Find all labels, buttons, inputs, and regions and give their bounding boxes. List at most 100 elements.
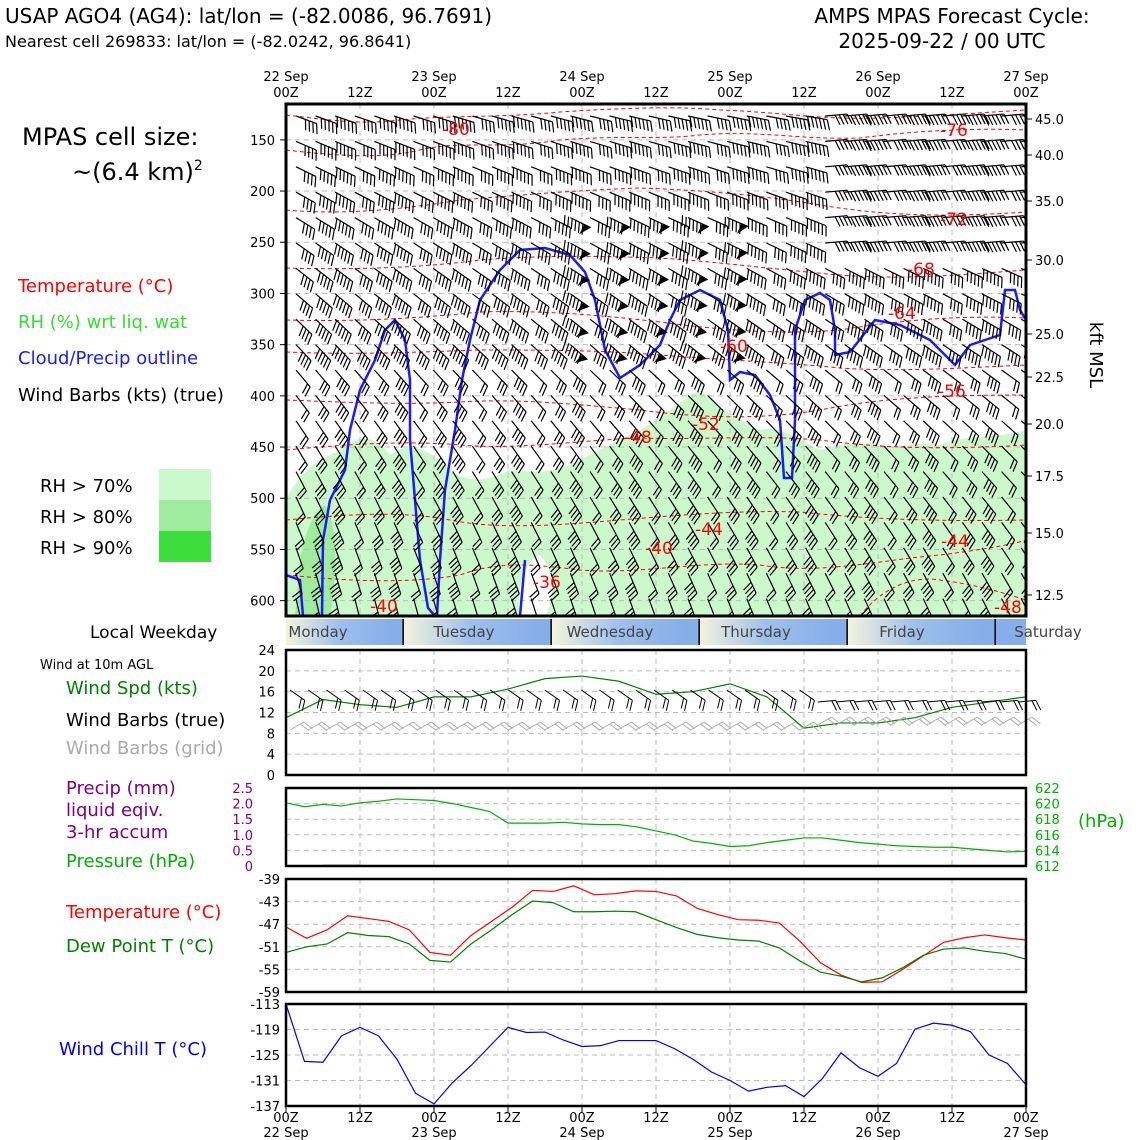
wind-barb <box>362 689 379 711</box>
wind-barb <box>435 689 451 711</box>
wind-barb <box>307 689 324 711</box>
temperature-contour-labels: -80 -76 -72 -68 -64 -60 -56 -52 -48 -44 … <box>370 120 1022 616</box>
wind-barb <box>570 166 592 186</box>
wind-barb <box>452 166 474 187</box>
wind-barb <box>762 721 786 732</box>
wind-barb <box>903 344 923 368</box>
wind-barb <box>707 572 718 602</box>
wind-barb <box>727 166 750 185</box>
wind-barb <box>511 369 528 396</box>
wind-barb <box>726 496 740 525</box>
wind-barb <box>902 572 915 602</box>
wind-barb <box>335 115 358 135</box>
wind-barb <box>926 716 950 727</box>
weekday-name: Thursday <box>720 623 791 641</box>
legend-wind: Wind Barbs (kts) (true) <box>18 385 224 406</box>
wind-barb <box>802 572 816 602</box>
wind-barb <box>530 267 551 292</box>
legend-cloud: Cloud/Precip outline <box>18 348 198 369</box>
wind-barb <box>472 217 493 239</box>
wind-barb <box>432 471 445 500</box>
wind-barb <box>491 420 507 448</box>
wind-barb <box>843 572 856 602</box>
wind-barb <box>980 344 1002 368</box>
wind-barb <box>668 217 690 238</box>
legend-rh80: RH > 80% <box>40 507 133 528</box>
wind-barb <box>570 140 593 159</box>
wind-barb <box>472 318 490 344</box>
wind-barb <box>785 318 805 343</box>
wind-barb <box>526 689 542 711</box>
wind-barb <box>354 344 371 371</box>
wind-barb <box>766 115 791 131</box>
wind-barb <box>354 217 375 240</box>
wind-barb <box>609 140 633 159</box>
wind-barb <box>844 138 873 151</box>
wind-barb <box>354 318 372 345</box>
wind-barb <box>550 394 567 422</box>
precip-tick: 1.0 <box>232 829 253 844</box>
svg-text:-64: -64 <box>888 304 916 324</box>
wind-barb <box>295 344 312 371</box>
wind-barb <box>1001 293 1022 315</box>
wind-barb <box>628 191 651 212</box>
wind-barb <box>723 242 749 260</box>
wind-barb <box>550 242 571 265</box>
wind-barb <box>295 140 317 161</box>
wind-barb <box>531 140 554 160</box>
wind-barb <box>380 689 397 711</box>
wind-barb <box>354 293 373 319</box>
wind-barb <box>744 344 765 369</box>
top-day-label: 24 Sep <box>559 70 604 85</box>
wind-barb <box>1001 344 1021 368</box>
wind-barb <box>452 115 476 134</box>
wind-barb <box>413 191 434 213</box>
wind-barb <box>981 496 997 524</box>
wind-barb <box>527 598 539 616</box>
wind-barb <box>785 166 809 184</box>
precip-tick: 0.5 <box>232 844 253 859</box>
wind-barb <box>648 547 660 576</box>
wind-barb <box>511 115 535 133</box>
wind-barb <box>311 547 324 577</box>
top-time-label: 12Z <box>791 86 817 101</box>
wind-barb <box>511 217 532 239</box>
wind-barb <box>824 471 840 499</box>
wind-barb <box>295 217 316 240</box>
svg-text:-52: -52 <box>692 415 720 435</box>
pressure-tick: 550 <box>250 543 275 558</box>
windchill-tick: -113 <box>250 998 280 1013</box>
wind-barb <box>609 191 631 212</box>
wind-barb <box>350 598 361 616</box>
wind-barb <box>746 471 761 499</box>
wind-barb <box>962 240 990 253</box>
wind-barb <box>452 420 467 448</box>
wind-barb <box>746 191 769 211</box>
wind-barb <box>509 293 530 318</box>
wind-barb <box>315 267 334 293</box>
wind-barb <box>981 369 1001 394</box>
wind-barb <box>589 115 614 133</box>
wind-barb <box>903 471 919 499</box>
weekday-name: Tuesday <box>432 623 494 641</box>
wind-barb <box>1001 471 1017 498</box>
wind-barb <box>648 267 669 287</box>
wind-barb <box>472 267 492 292</box>
wind-barb <box>707 394 724 422</box>
wind-barb <box>374 293 392 319</box>
wind-barb <box>684 547 699 576</box>
wind-barb <box>805 394 823 421</box>
wind-barb <box>803 547 817 576</box>
wind-barb <box>374 115 397 134</box>
pressure-label: Pressure (hPa) <box>66 851 195 872</box>
wind-barb <box>961 471 978 498</box>
wind-barb <box>530 420 546 448</box>
wind-barb <box>721 343 746 364</box>
wind-barb <box>923 215 951 228</box>
panel-frame <box>284 648 1028 777</box>
wind-barb <box>765 420 783 447</box>
weekday-name: Saturday <box>1014 623 1082 641</box>
bottom-time-label: 00Z <box>717 1111 743 1126</box>
wind-barb <box>726 689 743 711</box>
wind-barb <box>370 547 383 577</box>
